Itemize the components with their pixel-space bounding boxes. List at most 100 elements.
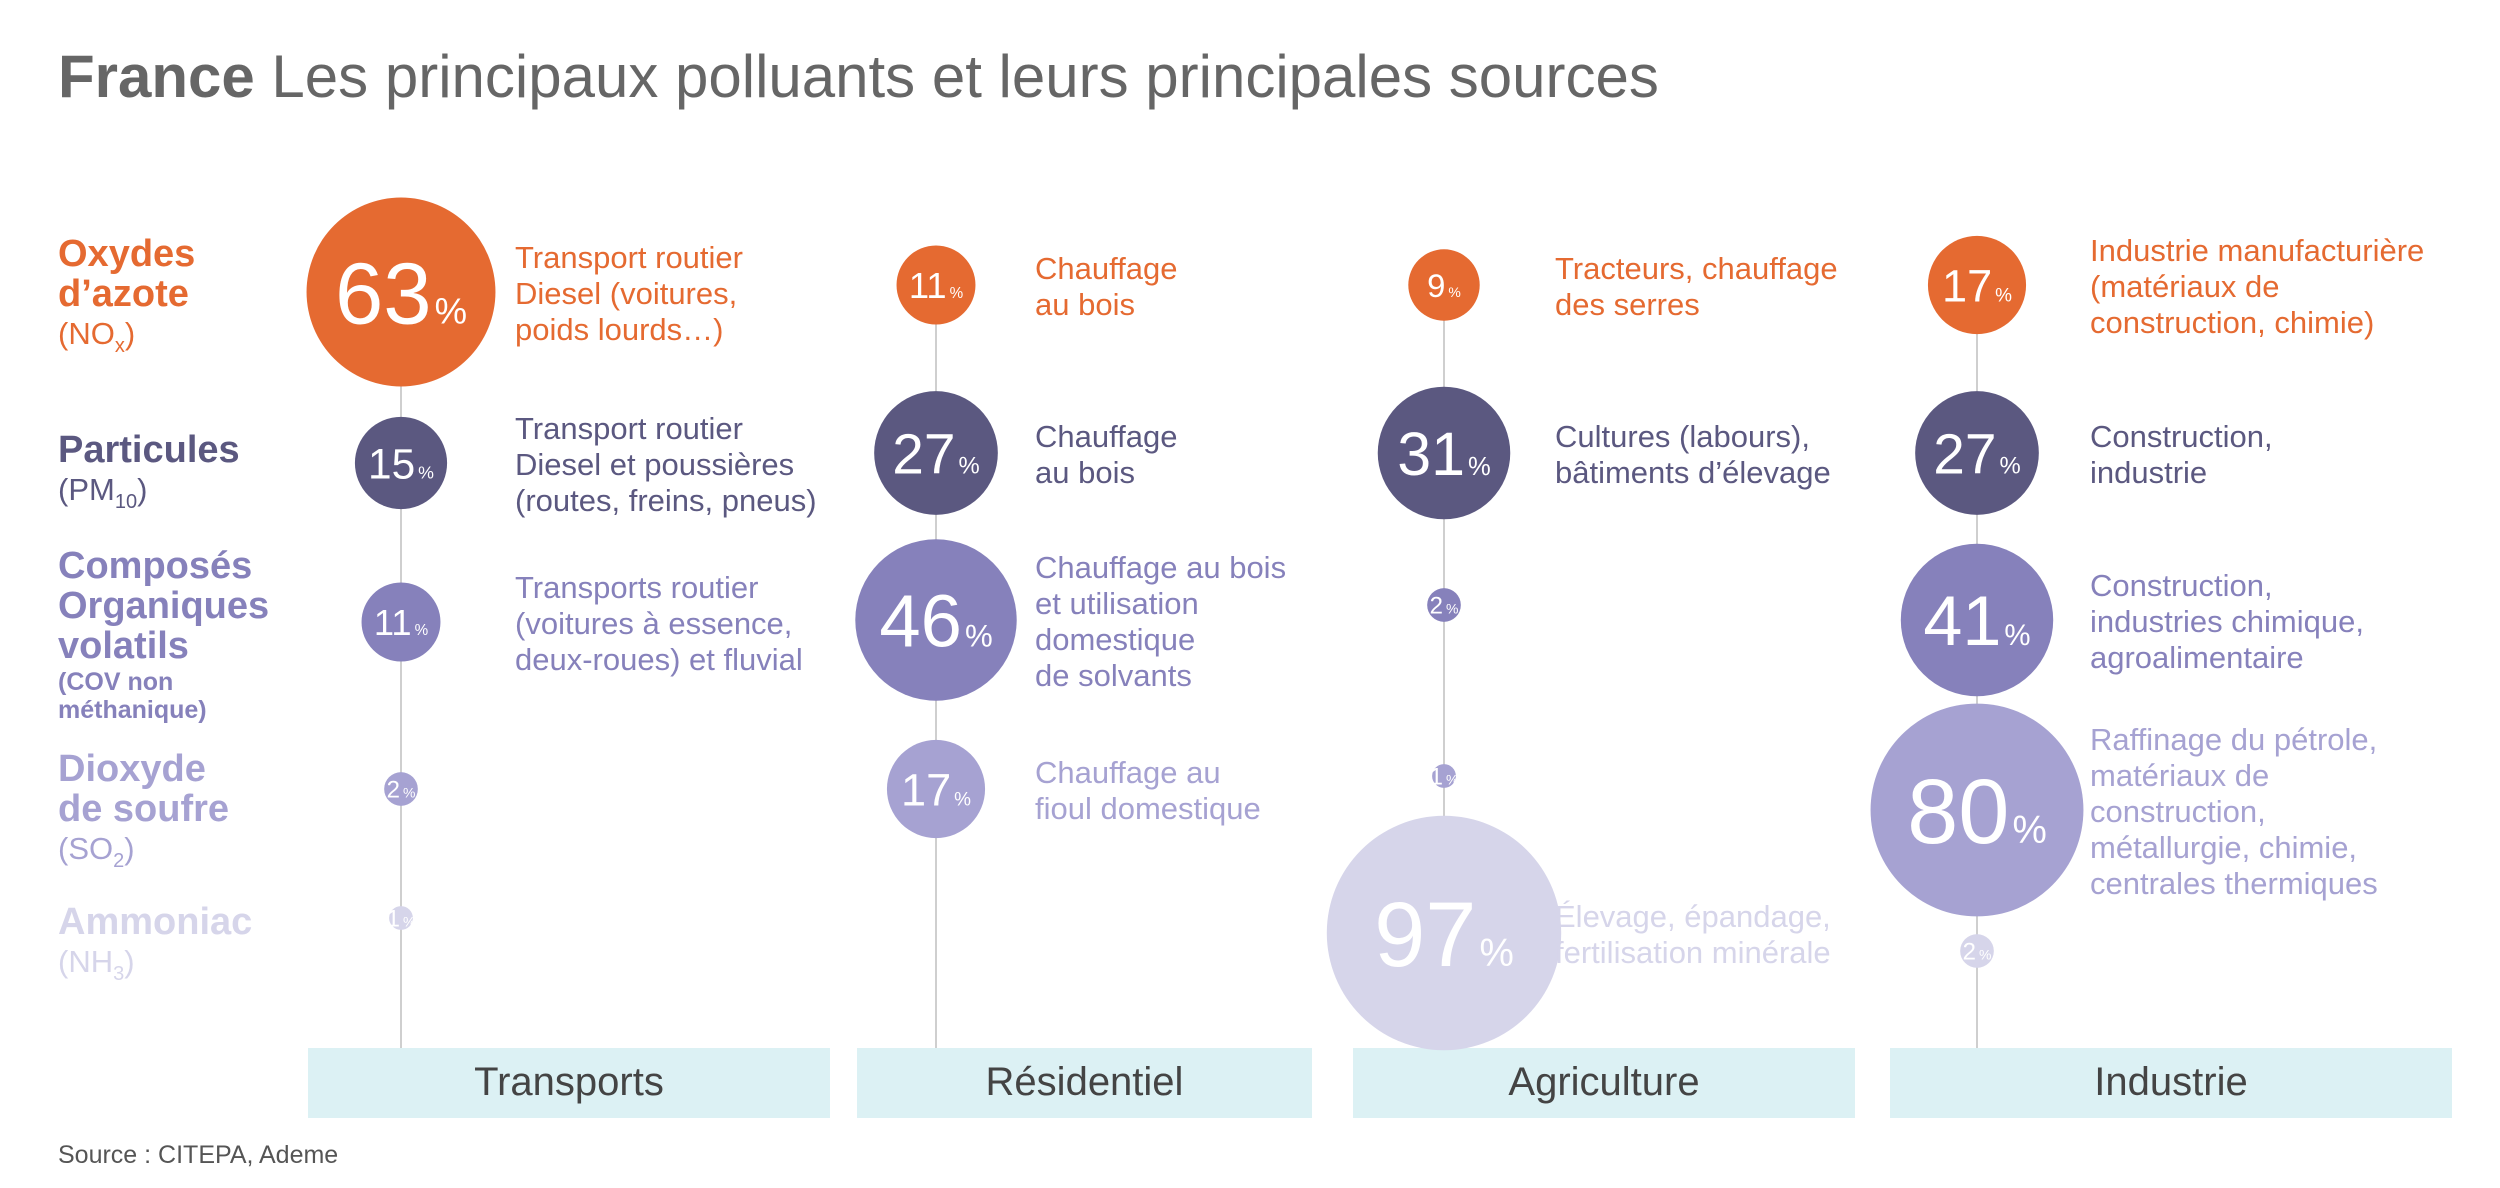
bubble	[1927, 235, 2027, 335]
bubble	[384, 772, 418, 806]
category-band	[857, 1048, 1312, 1118]
bubble	[1432, 764, 1456, 788]
bubble	[1377, 386, 1511, 520]
pollutant-name: Particules	[58, 429, 240, 471]
bubble	[1408, 249, 1480, 321]
source-description: domestique	[1035, 622, 1195, 657]
source-description: Élevage, épandage,	[1555, 899, 1831, 934]
source-description: deux-roues) et fluvial	[515, 642, 803, 677]
source-description: métallurgie, chimie,	[2090, 830, 2357, 865]
source-description: Chauffage au	[1035, 755, 1221, 790]
bubble	[1326, 815, 1562, 1051]
source-description: (routes, freins, pneus)	[515, 483, 817, 518]
source-description: des serres	[1555, 287, 1700, 322]
source-description: centrales thermiques	[2090, 866, 2378, 901]
bubble-industrie-nox: 17 % Industrie manufacturière(matériaux de…	[1927, 233, 2424, 340]
category-band	[1890, 1048, 2452, 1118]
bubble-industrie-nh3: 2%	[1960, 934, 1994, 968]
bubble	[886, 739, 986, 839]
pollutant-name: de soufre	[58, 788, 229, 830]
pollutant-formula: (NOx)	[58, 316, 135, 357]
bubble	[1900, 543, 2054, 697]
pollutant-note: méthanique)	[58, 696, 207, 724]
bubble-value-label: 27%	[1933, 423, 2021, 486]
category-label: Transports	[474, 1060, 664, 1104]
bubble-value-label: 17%	[901, 764, 971, 815]
source-description: (matériaux de	[2090, 269, 2280, 304]
bubble-value-label: 27%	[892, 423, 980, 486]
bubble-value-label: 2%	[1963, 939, 1992, 966]
title-text: Les principaux polluants et leurs princi…	[255, 43, 1659, 110]
bubble-value-label: 1%	[387, 906, 416, 933]
source-description: construction,	[2090, 794, 2266, 829]
source-description: Construction,	[2090, 568, 2273, 603]
bubble-value-label: 15%	[368, 440, 434, 487]
bubble	[306, 197, 496, 387]
bubble	[896, 245, 976, 325]
bubble-value-label: 63%	[335, 245, 467, 342]
bubble-value-label: 11%	[909, 265, 964, 306]
pollutant-name: Ammoniac	[58, 901, 252, 943]
pollutant-note: (COV non	[58, 668, 173, 696]
bubble-value-label: 80%	[1907, 761, 2047, 863]
source-description: (voitures à essence,	[515, 606, 792, 641]
bubble-industrie-pm: 27 % Construction,industrie	[1915, 391, 2273, 515]
bubble-value-label: 2%	[387, 777, 416, 804]
bubble	[361, 582, 441, 662]
source-description: Chauffage	[1035, 251, 1178, 286]
source-description: agroalimentaire	[2090, 640, 2304, 675]
pollutant-formula: (SO2)	[58, 831, 135, 872]
source-description: construction, chimie)	[2090, 305, 2374, 340]
pollutant-name: volatils	[58, 625, 189, 667]
bubble	[874, 391, 998, 515]
pollutant-formula: (NH3)	[58, 944, 135, 985]
source-description: industries chimique,	[2090, 604, 2364, 639]
category-label: Agriculture	[1508, 1060, 1699, 1104]
category-band	[1353, 1048, 1855, 1118]
pollutant-name: d’azote	[58, 273, 189, 315]
bubble-agriculture-cov: 2%	[1427, 588, 1461, 622]
source-description: Transport routier	[515, 240, 743, 275]
pollutant-label-pm: Particules(PM10)	[58, 429, 240, 513]
bubble-industrie-so2: 80% Raffinage du pétrole,matériaux decons…	[1870, 703, 2378, 917]
source-description: Cultures (labours),	[1555, 419, 1810, 454]
category-label: Résidentiel	[986, 1060, 1184, 1104]
category-band	[308, 1048, 830, 1118]
bubble	[354, 416, 448, 510]
source-description: industrie	[2090, 455, 2207, 490]
source-description: fertilisation minérale	[1555, 935, 1831, 970]
title-bold: France	[58, 43, 255, 110]
source-description: au bois	[1035, 287, 1135, 322]
bubble-value-label: 11%	[374, 602, 429, 643]
bubble-transports-nh3: 1%	[387, 906, 416, 933]
pollutant-formula: (PM10)	[58, 472, 147, 513]
source-description: et utilisation	[1035, 586, 1199, 621]
source-description: bâtiments d’élevage	[1555, 455, 1831, 490]
bubble-transports-so2: 2%	[384, 772, 418, 806]
pollutant-name: Dioxyde	[58, 748, 206, 790]
source-description: de solvants	[1035, 658, 1192, 693]
source-description: Transports routier	[515, 570, 759, 605]
source-description: Industrie manufacturière	[2090, 233, 2424, 268]
bubble-value-label: 2%	[1430, 593, 1459, 620]
bubble-agriculture-so2: 1%	[1430, 764, 1459, 791]
bubble	[855, 539, 1017, 701]
source-description: Tracteurs, chauffage	[1555, 251, 1838, 286]
bubble-value-label: 9%	[1427, 267, 1461, 304]
bubble-value-label: 1%	[1430, 764, 1459, 791]
pollutant-name: Oxydes	[58, 233, 195, 275]
source-description: Diesel (voitures,	[515, 276, 737, 311]
source-description: Chauffage au bois	[1035, 550, 1286, 585]
source-description: fioul domestique	[1035, 791, 1261, 826]
source-description: au bois	[1035, 455, 1135, 490]
chart-title: France Les principaux polluants et leurs…	[58, 43, 1659, 110]
